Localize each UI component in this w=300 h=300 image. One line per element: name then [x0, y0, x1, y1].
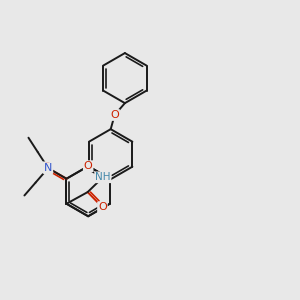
Text: O: O	[43, 162, 51, 172]
Text: O: O	[110, 110, 119, 120]
Text: NH: NH	[95, 172, 111, 182]
Text: N: N	[44, 163, 52, 173]
Text: O: O	[98, 202, 107, 212]
Text: O: O	[84, 161, 92, 171]
